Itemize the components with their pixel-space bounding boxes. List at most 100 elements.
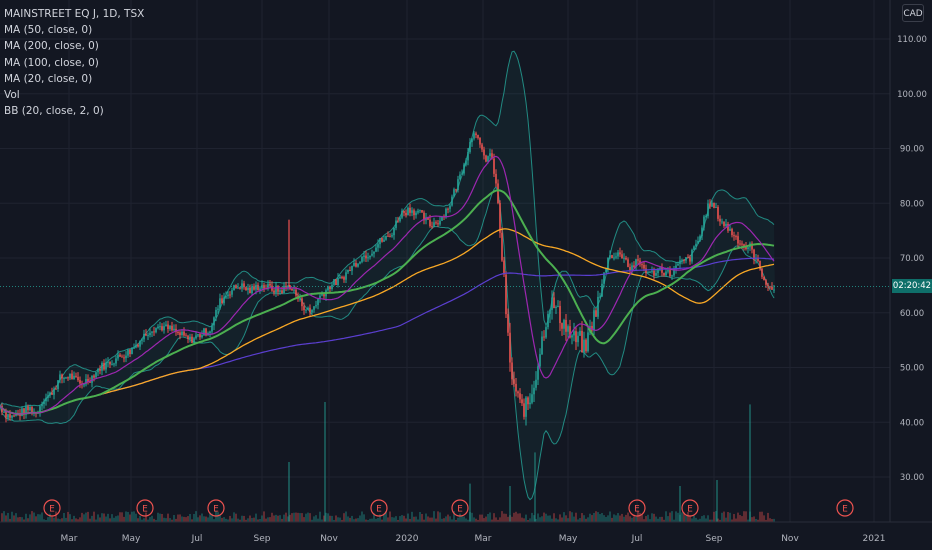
volume-bar (453, 511, 455, 522)
volume-bar (391, 517, 393, 522)
volume-bar (461, 516, 463, 522)
volume-bar (695, 517, 697, 522)
volume-bar (39, 514, 41, 522)
candle-body (745, 246, 747, 250)
candle-body (53, 388, 55, 395)
volume-bar (545, 513, 547, 522)
volume-bar (383, 513, 385, 522)
candle-body (571, 335, 573, 338)
candle-body (381, 238, 383, 242)
candle-body (739, 243, 741, 245)
volume-bar (395, 516, 397, 522)
volume-bar (421, 513, 423, 522)
volume-bar (625, 514, 627, 522)
volume-bar (223, 517, 225, 522)
candle-body (237, 287, 239, 289)
volume-bar (711, 519, 713, 522)
candle-body (213, 317, 215, 326)
moving-averages (0, 155, 890, 416)
earnings-marker (451, 499, 469, 517)
ma50-line (0, 189, 775, 416)
candle-body (763, 276, 765, 281)
candle-body (309, 307, 311, 313)
indicator-ma20[interactable]: MA (20, close, 0) (4, 72, 93, 85)
indicator-bollinger[interactable]: BB (20, close, 2, 0) (4, 105, 104, 118)
volume-bar (637, 511, 639, 522)
volume-bar (241, 515, 243, 522)
candle-body (641, 264, 643, 266)
volume-bar (499, 517, 501, 522)
candle-body (693, 246, 695, 250)
volume-bar (691, 518, 693, 522)
candle-body (717, 206, 719, 219)
volume-spike-bar (534, 452, 536, 522)
volume-bar (97, 514, 99, 522)
candle-body (235, 285, 237, 289)
candle-body (245, 287, 247, 291)
volume-bar (365, 519, 367, 522)
volume-bar (585, 518, 587, 522)
volume-bar (289, 514, 291, 522)
candle-body (333, 279, 335, 285)
volume-bar (413, 516, 415, 522)
volume-bar (33, 512, 35, 522)
indicator-ma100[interactable]: MA (100, close, 0) (4, 56, 99, 69)
volume-bar (615, 515, 617, 522)
volume-bar (249, 515, 251, 522)
x-tick-label: May (559, 534, 578, 544)
candle-body (615, 256, 617, 258)
volume-bar (37, 514, 39, 522)
candle-body (41, 404, 43, 407)
volume-bar (339, 517, 341, 522)
candle-body (83, 384, 85, 386)
candle-body (599, 296, 601, 298)
volume-bar (31, 511, 33, 522)
volume-bar (629, 516, 631, 522)
volume-bar (663, 519, 665, 522)
volume-bar (221, 517, 223, 522)
candle-body (69, 373, 71, 379)
volume-bar (79, 517, 81, 522)
indicator-ma50[interactable]: MA (50, close, 0) (4, 24, 93, 37)
candle-body (121, 356, 123, 358)
earnings-marker-label: E (634, 505, 640, 515)
x-tick-label: Mar (475, 534, 492, 544)
candle-body (45, 397, 47, 402)
volume-bar (285, 512, 287, 522)
candle-body (465, 160, 467, 165)
candle-body (509, 332, 511, 363)
volume-bar (55, 511, 57, 522)
volume-bar (411, 511, 413, 522)
candle-body (481, 144, 483, 150)
candle-body (95, 372, 97, 378)
indicator-volume[interactable]: Vol (4, 88, 20, 101)
volume-bar (643, 519, 645, 522)
volume-bar (655, 516, 657, 522)
x-tick-label: Sep (254, 534, 271, 544)
candle-body (419, 210, 421, 212)
candle-body (575, 331, 577, 343)
volume-bar (511, 516, 513, 522)
candle-body (467, 151, 469, 161)
volume-bar (657, 518, 659, 522)
volume-bar (13, 515, 15, 522)
candle-body (171, 325, 173, 331)
candle-body (567, 326, 569, 332)
volume-bar (619, 515, 621, 522)
candle-body (757, 258, 759, 261)
candle-body (301, 298, 303, 307)
volume-bar (473, 517, 475, 522)
candle-body (463, 164, 465, 174)
candle-body (141, 339, 143, 341)
volume-bar (753, 516, 755, 522)
symbol-title[interactable]: MAINSTREET EQ J, 1D, TSX (4, 8, 145, 20)
volume-bar (555, 518, 557, 522)
indicator-ma200[interactable]: MA (200, close, 0) (4, 40, 99, 53)
volume-bar (483, 518, 485, 522)
candle-body (493, 158, 495, 174)
x-tick-label: Nov (320, 534, 338, 544)
currency-button[interactable]: CAD (902, 4, 924, 22)
candle-body (741, 243, 743, 245)
volume-bar (177, 514, 179, 522)
